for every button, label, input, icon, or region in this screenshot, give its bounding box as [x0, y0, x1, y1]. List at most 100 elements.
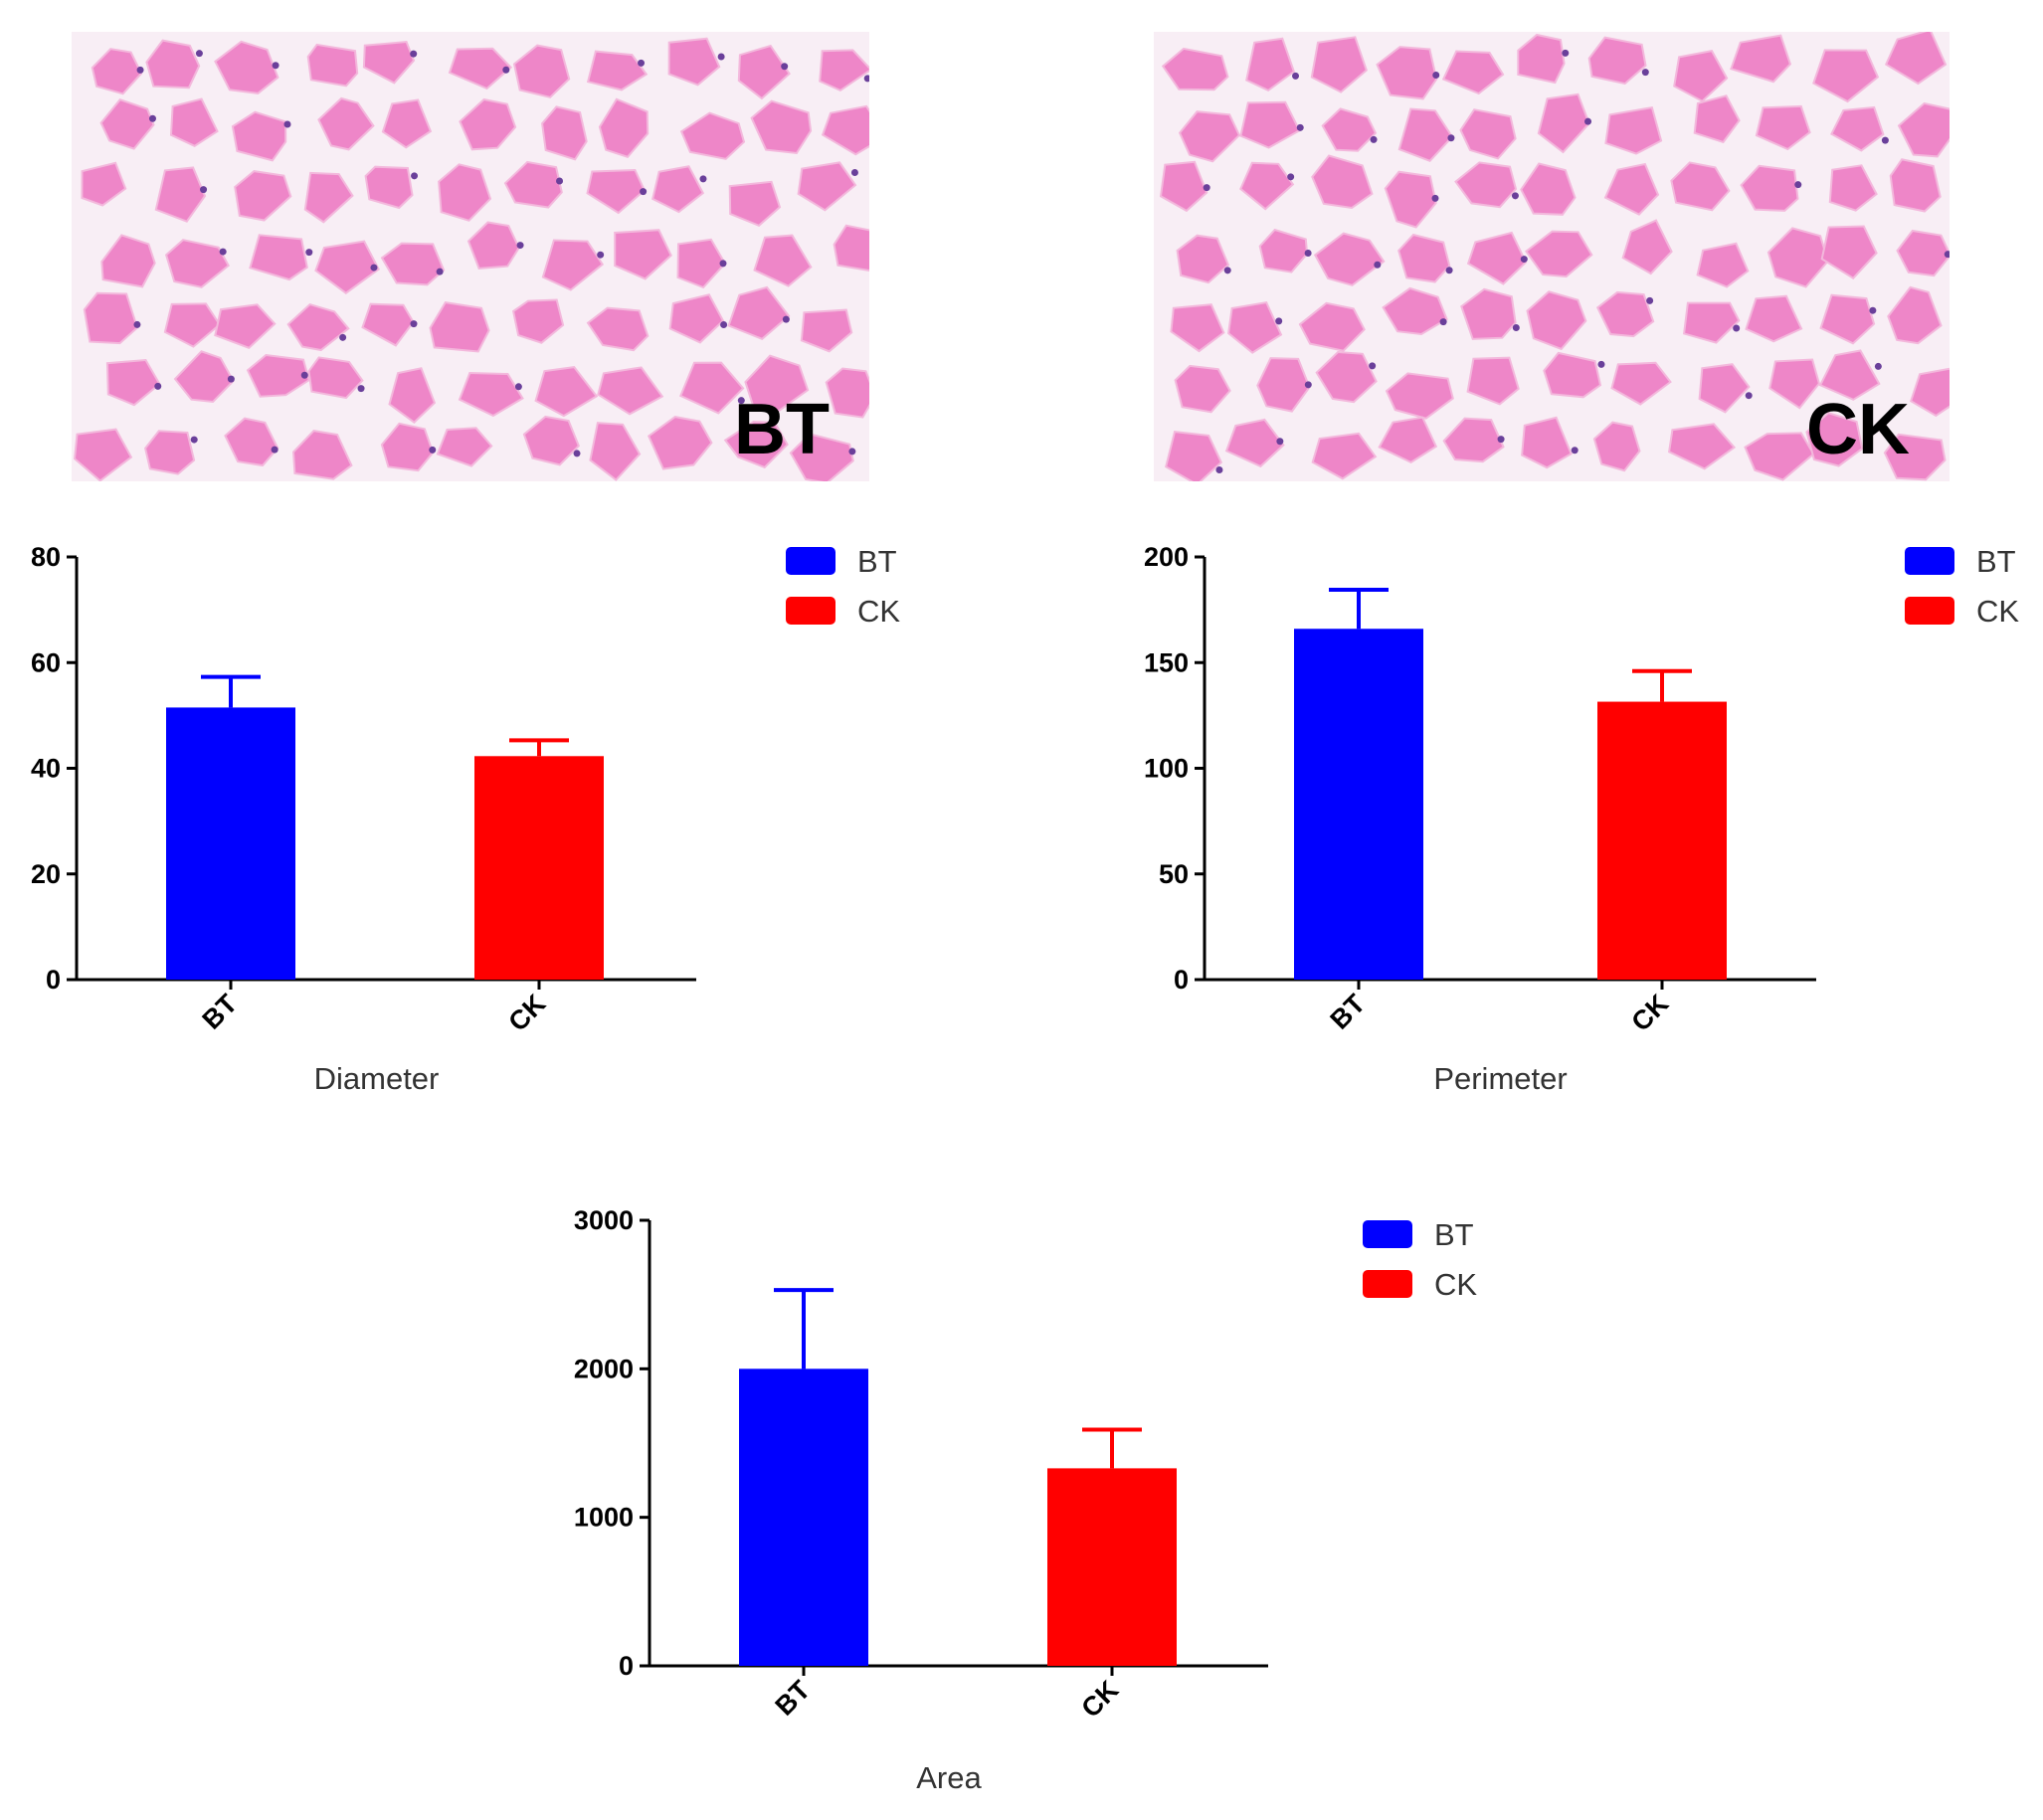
muscle-fiber: [303, 171, 354, 224]
legend-label: BT: [857, 544, 897, 579]
muscle-fiber: [1897, 101, 1950, 158]
cell-nucleus: [1445, 267, 1453, 274]
muscle-fiber: [737, 44, 791, 100]
muscle-fiber: [1812, 49, 1880, 103]
y-tick-label: 0: [619, 1651, 634, 1681]
muscle-fiber: [307, 356, 364, 400]
y-tick-label: 100: [1144, 754, 1189, 784]
cell-nucleus: [1646, 296, 1654, 304]
legend-label: BT: [1976, 544, 2016, 579]
cell-nucleus: [1287, 173, 1295, 181]
cell-nucleus: [1304, 250, 1312, 258]
muscle-fiber: [1245, 37, 1296, 92]
muscle-fiber: [466, 221, 520, 270]
muscle-fiber: [1818, 349, 1881, 401]
muscle-fiber: [1224, 418, 1285, 468]
muscle-fiber: [512, 44, 571, 98]
muscle-fiber: [833, 224, 869, 272]
muscle-fiber: [534, 366, 599, 418]
cell-nucleus: [1439, 318, 1447, 326]
cell-nucleus: [1512, 324, 1520, 332]
area-chart-svg: 0 1000 2000 3000 BT CK Area BT CK: [574, 1205, 1477, 1795]
cell-nucleus: [195, 50, 203, 58]
muscle-fiber: [1587, 36, 1647, 86]
cell-nucleus: [1203, 184, 1210, 192]
muscle-fiber: [668, 293, 725, 344]
muscle-fiber: [1460, 287, 1517, 340]
cell-nucleus: [781, 63, 789, 71]
cell-nucleus: [782, 315, 790, 323]
cell-nucleus: [1369, 362, 1377, 370]
y-tick-label: 3000: [574, 1205, 634, 1235]
muscle-fiber: [511, 298, 565, 344]
cell-nucleus: [1447, 134, 1455, 142]
cell-nucleus: [863, 75, 869, 83]
muscle-fiber: [1315, 350, 1378, 404]
muscle-fiber: [541, 239, 605, 291]
legend-swatch-bt: [1363, 1220, 1412, 1248]
muscle-fiber: [99, 98, 155, 150]
y-tick-label: 20: [31, 859, 61, 889]
category-label: BT: [1325, 989, 1372, 1035]
muscle-fiber: [1603, 162, 1660, 216]
muscle-fiber: [1313, 232, 1386, 286]
y-tick-label: 0: [46, 965, 61, 995]
muscle-fiber: [1517, 33, 1566, 85]
cell-nucleus: [1571, 447, 1579, 455]
muscle-fiber: [154, 166, 207, 223]
muscle-fiber: [224, 417, 279, 467]
muscle-fiber: [1170, 303, 1225, 353]
muscle-fiber: [647, 416, 713, 470]
micrograph-ck: CK: [1154, 32, 1950, 481]
bar-ck: [1597, 701, 1727, 980]
cell-nucleus: [305, 249, 313, 257]
muscle-fiber: [145, 39, 201, 90]
muscle-fiber: [1384, 170, 1437, 229]
muscle-fiber: [789, 433, 854, 481]
muscle-fiber: [1521, 416, 1573, 469]
muscle-fiber: [1592, 421, 1641, 472]
muscle-fiber: [1310, 36, 1368, 93]
muscle-fiber: [163, 302, 222, 348]
muscle-fiber: [753, 234, 813, 287]
cell-nucleus: [154, 382, 162, 390]
cell-nucleus: [271, 446, 279, 454]
cell-nucleus: [133, 320, 141, 328]
cell-nucleus: [429, 446, 437, 454]
cell-nucleus: [1276, 438, 1284, 446]
cell-nucleus: [1520, 256, 1528, 264]
muscle-fiber: [1887, 285, 1943, 345]
bar-bt: [1294, 629, 1423, 980]
cell-nucleus: [339, 333, 347, 341]
muscle-fiber: [429, 301, 490, 353]
bar-bt: [739, 1368, 868, 1666]
muscle-fiber: [314, 240, 380, 294]
cell-nucleus: [148, 114, 156, 122]
muscle-fiber: [1385, 372, 1454, 420]
category-label: BT: [197, 989, 244, 1035]
y-tick-label: 1000: [574, 1503, 634, 1533]
muscle-fiber: [1740, 164, 1799, 212]
diameter-chart: 0 20 40 60 80 BT CK Diameter BT CK: [0, 487, 955, 1144]
micrograph-bt-image: [72, 32, 869, 481]
muscle-fiber: [436, 427, 493, 467]
cell-nucleus: [357, 385, 365, 393]
cell-nucleus: [1497, 436, 1505, 444]
perimeter-chart: 0 50 100 150 200 BT CK Perimeter BT CK: [1084, 487, 2043, 1144]
x-axis-title: Diameter: [314, 1061, 440, 1096]
muscle-fiber: [597, 366, 664, 416]
muscle-fiber: [679, 361, 745, 415]
cell-nucleus: [436, 268, 444, 275]
muscle-fiber: [1376, 46, 1438, 100]
muscle-fiber: [1768, 358, 1821, 410]
legend-swatch-bt: [1905, 547, 1954, 575]
muscle-fiber: [1673, 49, 1729, 102]
y-tick-label: 40: [31, 754, 61, 784]
bar-bt: [166, 707, 295, 980]
cell-nucleus: [1944, 251, 1950, 259]
muscle-fiber: [667, 37, 721, 87]
cell-nucleus: [1874, 362, 1882, 370]
micrograph-label: BT: [734, 390, 830, 469]
muscle-fiber: [458, 371, 524, 418]
muscle-fiber: [586, 168, 647, 215]
